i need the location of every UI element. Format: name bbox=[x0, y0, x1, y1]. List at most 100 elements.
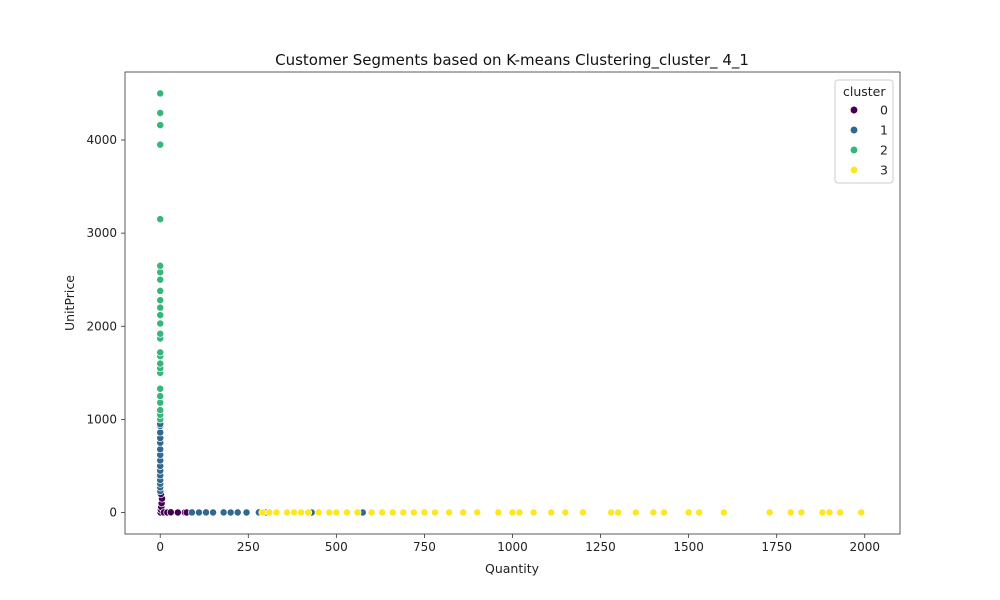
legend-marker bbox=[849, 145, 859, 155]
data-point-cluster-2 bbox=[156, 275, 165, 284]
data-point-cluster-1 bbox=[202, 508, 210, 517]
data-point-cluster-2 bbox=[156, 359, 165, 368]
legend-entries: 0 1 2 3 bbox=[849, 103, 888, 178]
legend-marker bbox=[849, 165, 859, 175]
legend-title: cluster bbox=[843, 84, 886, 99]
data-point-cluster-3 bbox=[494, 508, 503, 517]
data-point-cluster-1 bbox=[195, 508, 203, 517]
legend: cluster 0 1 2 3 bbox=[834, 79, 894, 184]
data-point-cluster-3 bbox=[695, 508, 704, 517]
x-tick-label: 1750 bbox=[761, 540, 792, 554]
x-tick-label: 1000 bbox=[497, 540, 528, 554]
data-point-cluster-3 bbox=[258, 508, 267, 517]
legend-label: 0 bbox=[880, 103, 888, 118]
data-point-cluster-3 bbox=[297, 508, 306, 517]
data-point-cluster-2 bbox=[156, 303, 165, 312]
y-tick-label: 1000 bbox=[86, 412, 117, 426]
x-tick-label: 500 bbox=[325, 540, 348, 554]
data-point-cluster-3 bbox=[265, 508, 274, 517]
data-point-cluster-2 bbox=[156, 311, 165, 320]
legend-label: 3 bbox=[880, 163, 888, 178]
data-point-cluster-3 bbox=[684, 508, 693, 517]
data-point-cluster-3 bbox=[818, 508, 827, 517]
y-axis-label: UnitPrice bbox=[62, 275, 77, 331]
x-tick-label: 250 bbox=[237, 540, 260, 554]
data-point-cluster-3 bbox=[304, 508, 313, 517]
data-point-cluster-3 bbox=[719, 508, 728, 517]
data-point-cluster-2 bbox=[156, 89, 165, 98]
data-point-cluster-1 bbox=[226, 508, 235, 517]
data-point-cluster-3 bbox=[325, 508, 334, 517]
data-point-cluster-3 bbox=[459, 508, 468, 517]
data-point-cluster-3 bbox=[529, 508, 538, 517]
data-point-cluster-2 bbox=[156, 140, 165, 149]
data-point-cluster-3 bbox=[765, 508, 774, 517]
data-point-cluster-3 bbox=[825, 508, 834, 517]
data-point-cluster-2 bbox=[156, 329, 165, 338]
data-point-cluster-2 bbox=[156, 286, 165, 295]
x-tick-label: 0 bbox=[156, 540, 164, 554]
data-point-cluster-3 bbox=[857, 508, 866, 517]
legend-box bbox=[834, 79, 894, 184]
x-tick-label: 1500 bbox=[673, 540, 704, 554]
x-tick-label: 1250 bbox=[585, 540, 616, 554]
data-point-cluster-3 bbox=[547, 508, 556, 517]
data-point-cluster-3 bbox=[283, 508, 291, 517]
data-point-cluster-3 bbox=[367, 508, 376, 517]
data-point-cluster-2 bbox=[156, 398, 165, 407]
data-point-cluster-1 bbox=[233, 508, 242, 517]
data-point-cluster-3 bbox=[786, 508, 795, 517]
data-point-cluster-2 bbox=[156, 268, 165, 277]
x-axis-ticks: 0 250 500 750 1000 1250 1500 1750 2000 bbox=[156, 534, 880, 554]
y-tick-label: 2000 bbox=[86, 319, 117, 333]
data-point-cluster-2 bbox=[156, 319, 165, 328]
data-point-cluster-0 bbox=[166, 508, 175, 517]
data-point-cluster-2 bbox=[156, 121, 165, 130]
data-point-cluster-3 bbox=[797, 508, 806, 517]
data-point-cluster-3 bbox=[836, 508, 845, 517]
data-point-cluster-3 bbox=[378, 508, 387, 517]
data-point-cluster-2 bbox=[156, 384, 165, 393]
data-point-cluster-1 bbox=[187, 508, 196, 517]
legend-marker bbox=[849, 105, 859, 115]
data-point-cluster-2 bbox=[156, 392, 165, 401]
legend-label: 1 bbox=[880, 123, 888, 138]
data-point-cluster-3 bbox=[508, 508, 517, 517]
data-point-cluster-3 bbox=[515, 508, 524, 517]
data-points bbox=[156, 89, 866, 517]
chart-title: Customer Segments based on K-means Clust… bbox=[275, 51, 749, 70]
data-point-cluster-3 bbox=[607, 508, 616, 517]
data-point-cluster-3 bbox=[409, 508, 418, 517]
data-point-cluster-3 bbox=[431, 508, 439, 517]
data-point-cluster-3 bbox=[579, 508, 587, 517]
legend-label: 2 bbox=[880, 143, 888, 158]
x-axis-label: Quantity bbox=[485, 561, 540, 576]
data-point-cluster-3 bbox=[660, 508, 668, 517]
data-point-cluster-3 bbox=[272, 508, 281, 517]
data-point-cluster-2 bbox=[156, 215, 165, 224]
data-point-cluster-3 bbox=[388, 508, 397, 517]
data-point-cluster-1 bbox=[209, 508, 218, 517]
data-point-cluster-3 bbox=[314, 508, 323, 517]
data-point-cluster-3 bbox=[614, 508, 623, 517]
data-point-cluster-3 bbox=[473, 508, 482, 517]
x-tick-label: 2000 bbox=[849, 540, 880, 554]
data-point-cluster-1 bbox=[219, 508, 228, 517]
plot-area bbox=[124, 71, 901, 535]
legend-marker bbox=[849, 125, 859, 135]
data-point-cluster-3 bbox=[353, 508, 362, 517]
data-point-cluster-1 bbox=[156, 445, 165, 454]
y-tick-label: 3000 bbox=[86, 226, 117, 240]
data-point-cluster-3 bbox=[290, 508, 299, 517]
data-point-cluster-2 bbox=[156, 261, 165, 270]
data-point-cluster-3 bbox=[445, 508, 454, 517]
data-point-cluster-0 bbox=[173, 508, 182, 517]
data-point-cluster-3 bbox=[631, 508, 640, 517]
data-point-cluster-2 bbox=[156, 406, 165, 415]
data-point-cluster-3 bbox=[342, 508, 351, 517]
y-axis-ticks: 0 1000 2000 3000 4000 bbox=[86, 133, 125, 520]
data-point-cluster-1 bbox=[156, 428, 165, 437]
x-tick-label: 750 bbox=[413, 540, 436, 554]
data-point-cluster-3 bbox=[561, 508, 570, 517]
data-point-cluster-1 bbox=[242, 508, 251, 517]
